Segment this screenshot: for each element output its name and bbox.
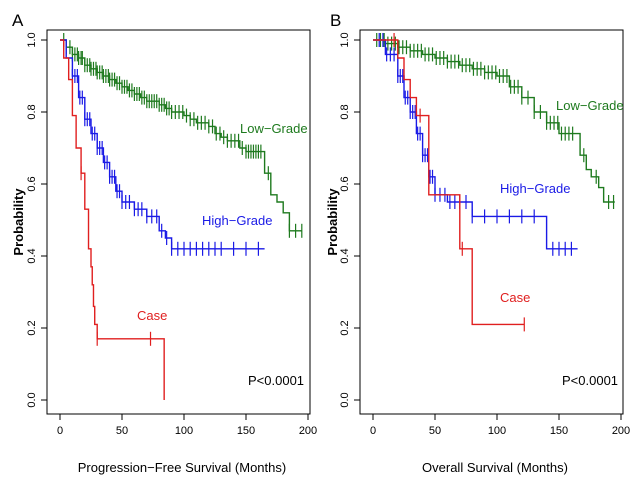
y-tick-label: 1.0 [26, 32, 38, 47]
series-label-low-grade: Low−Grade [556, 98, 624, 113]
x-tick-label: 200 [612, 425, 630, 437]
panel-a: A 0 50 100 150 200 0.0 0.2 0.4 0.6 0.8 1.0 Probabi… [11, 11, 317, 475]
y-tick-label: 0.6 [339, 176, 351, 191]
x-tick-label: 200 [299, 425, 317, 437]
survival-line-low-grade [373, 39, 615, 203]
y-tick-label: 0.2 [26, 320, 38, 335]
x-tick-label: 0 [57, 425, 63, 437]
x-tick-label: 100 [488, 425, 506, 437]
series-label-case: Case [500, 290, 530, 305]
survival-line-high-grade [60, 39, 265, 250]
plot-frame [359, 29, 624, 415]
y-tick-label: 0.0 [26, 392, 38, 407]
y-tick-label: 0.6 [26, 176, 38, 191]
y-tick-label: 0.0 [339, 392, 351, 407]
survival-curves [373, 33, 615, 332]
panel-label: A [12, 11, 24, 30]
panel-b: B 0 50 100 150 200 0.0 0.2 0.4 0.6 0.8 1.0 Probabi… [325, 11, 630, 475]
p-value: P<0.0001 [562, 373, 618, 388]
x-tick-label: 50 [116, 425, 128, 437]
x-axis-label: Progression−Free Survival (Months) [78, 460, 286, 475]
y-tick-label: 0.4 [26, 248, 38, 263]
panel-label: B [330, 11, 341, 30]
x-tick-label: 150 [237, 425, 255, 437]
x-tick-label: 0 [370, 425, 376, 437]
axes: 0 50 100 150 200 0.0 0.2 0.4 0.6 0.8 1.0 [339, 32, 630, 437]
y-axis-label: Probability [325, 188, 340, 256]
x-tick-label: 150 [550, 425, 568, 437]
y-tick-label: 0.8 [26, 104, 38, 119]
y-tick-label: 0.2 [339, 320, 351, 335]
x-tick-label: 50 [429, 425, 441, 437]
p-value: P<0.0001 [248, 373, 304, 388]
survival-line-case [373, 39, 525, 326]
y-axis-label: Probability [11, 188, 26, 256]
survival-line-case [60, 39, 165, 400]
series-label-high-grade: High−Grade [500, 181, 570, 196]
y-tick-label: 0.4 [339, 248, 351, 263]
y-tick-label: 0.8 [339, 104, 351, 119]
series-label-case: Case [137, 308, 167, 323]
x-tick-label: 100 [175, 425, 193, 437]
x-axis-label: Overall Survival (Months) [422, 460, 568, 475]
survival-curves [60, 33, 303, 400]
plot-frame [46, 29, 311, 415]
y-tick-label: 1.0 [339, 32, 351, 47]
axes: 0 50 100 150 200 0.0 0.2 0.4 0.6 0.8 1.0 [26, 32, 317, 437]
series-label-low-grade: Low−Grade [240, 121, 308, 136]
series-label-high-grade: High−Grade [202, 213, 272, 228]
